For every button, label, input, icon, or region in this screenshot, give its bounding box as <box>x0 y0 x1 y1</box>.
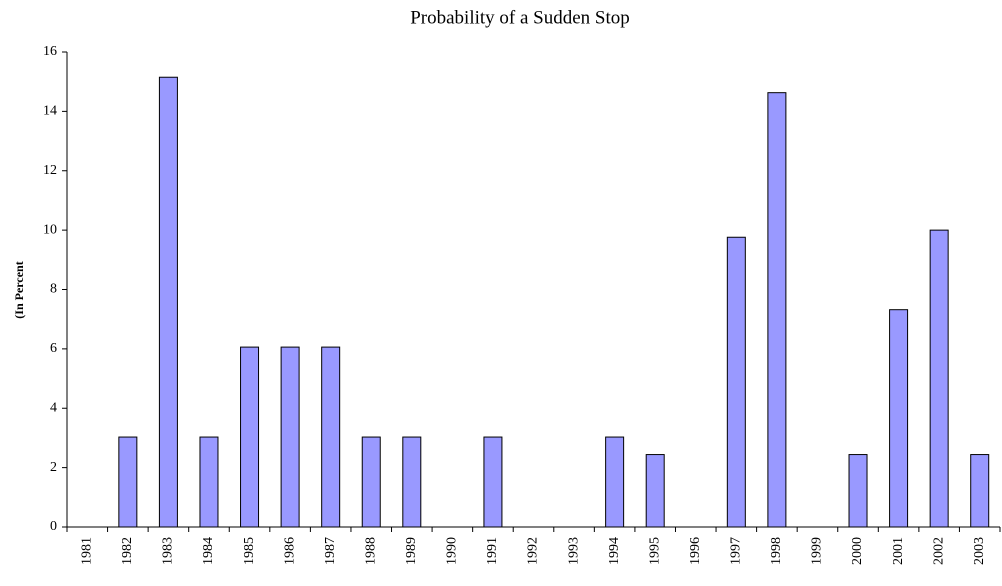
x-tick-label: 1984 <box>201 537 216 565</box>
bar <box>321 346 341 528</box>
x-tick-label: 1999 <box>810 537 825 565</box>
bar <box>240 346 260 528</box>
x-tick-label: 1996 <box>688 537 703 565</box>
y-tick-label: 12 <box>43 163 57 178</box>
bar <box>118 436 138 528</box>
x-tick-label: 2001 <box>891 537 906 565</box>
bar <box>889 309 909 528</box>
x-tick-label: 1985 <box>242 537 257 565</box>
x-tick-label: 1994 <box>607 537 622 565</box>
bar <box>645 454 665 528</box>
bar <box>280 346 300 528</box>
x-tick-label: 1983 <box>161 537 176 565</box>
bar <box>605 436 625 528</box>
x-tick-label: 2003 <box>972 537 987 565</box>
x-tick-label: 2002 <box>931 537 946 565</box>
y-tick-label: 0 <box>50 519 57 534</box>
y-tick-label: 10 <box>43 222 57 237</box>
bar <box>970 454 990 528</box>
x-tick-label: 1982 <box>120 537 135 565</box>
y-axis-label: (In Percent <box>12 261 26 318</box>
x-tick-label: 1987 <box>323 537 338 565</box>
chart-title: Probability of a Sudden Stop <box>410 7 630 28</box>
x-tick-label: 1997 <box>729 537 744 565</box>
y-tick-label: 14 <box>43 104 57 119</box>
x-tick-label: 1998 <box>769 537 784 565</box>
y-tick-label: 16 <box>43 44 57 59</box>
bar <box>848 454 868 528</box>
bar <box>361 436 381 528</box>
bar <box>726 236 746 528</box>
x-tick-label: 1989 <box>404 537 419 565</box>
bar <box>402 436 422 528</box>
x-tick-label: 1990 <box>445 537 460 565</box>
bar <box>158 76 178 528</box>
y-tick-label: 8 <box>50 282 57 297</box>
x-tick-label: 1992 <box>526 537 541 565</box>
x-tick-label: 1993 <box>566 537 581 565</box>
x-tick-label: 1995 <box>647 537 662 565</box>
bar <box>199 436 219 528</box>
bar <box>767 92 787 528</box>
y-tick-label: 4 <box>50 400 57 415</box>
bar <box>483 436 503 528</box>
x-tick-label: 1986 <box>282 537 297 565</box>
x-tick-label: 2000 <box>850 537 865 565</box>
y-tick-label: 6 <box>50 341 57 356</box>
x-tick-label: 1988 <box>363 537 378 565</box>
y-tick-label: 2 <box>50 460 57 475</box>
x-tick-label: 1991 <box>485 537 500 565</box>
x-tick-label: 1981 <box>80 537 95 565</box>
bar <box>929 229 949 528</box>
